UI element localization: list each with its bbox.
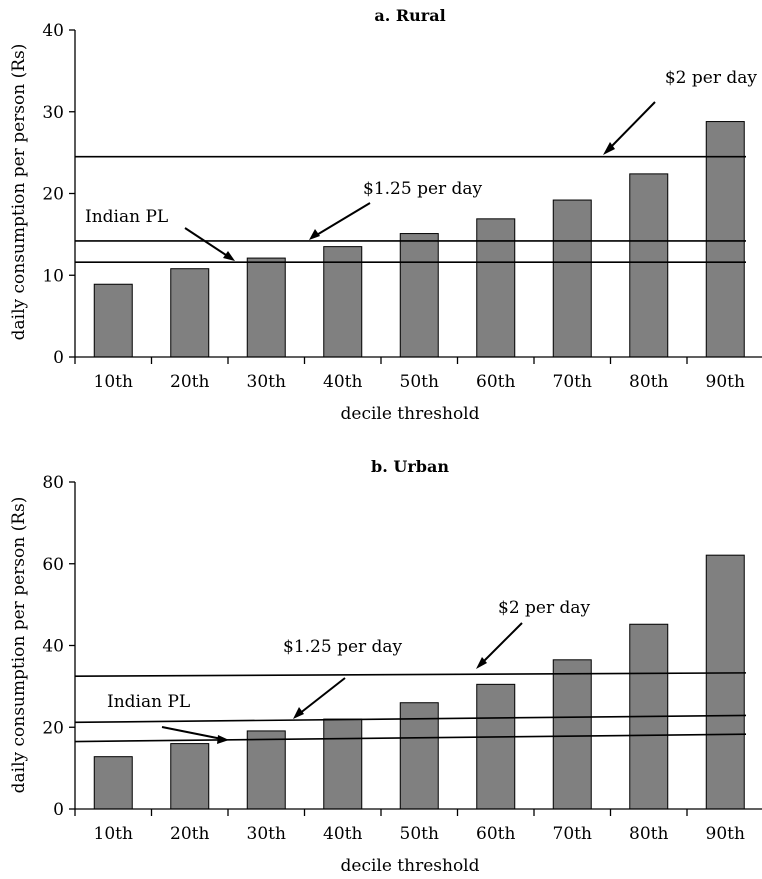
- y-ticks-rural: 0 10 20 30 40: [42, 21, 75, 368]
- x-tick-label-60th: 60th: [476, 372, 515, 392]
- x-axis-label-rural: decile threshold: [341, 404, 480, 424]
- x-tick-label-80th: 80th: [629, 372, 668, 392]
- x-tick-label-30th: 30th: [247, 372, 286, 392]
- x-tick-label-10th: 10th: [94, 372, 133, 392]
- y-tick-label: 30: [42, 103, 64, 123]
- x-tick-label-50th: 50th: [400, 824, 439, 844]
- arrow-1-25-per-day-rural: [314, 202, 371, 237]
- bar-urban-30th: [246, 730, 286, 810]
- arrow-indian-pl-urban: [161, 726, 223, 740]
- y-tick-label: 20: [42, 185, 64, 205]
- x-axis-label-urban: decile threshold: [341, 856, 480, 876]
- annotation-1-25-per-day-urban: $1.25 per day: [283, 637, 403, 657]
- x-tick-label-70th: 70th: [553, 372, 592, 392]
- annotation-indian-pl-urban: Indian PL: [107, 692, 190, 712]
- bar-rural-40th: [323, 246, 363, 358]
- x-tick-label-90th: 90th: [706, 824, 745, 844]
- annotation-2-per-day-urban: $2 per day: [498, 598, 591, 618]
- y-tick-label: 60: [42, 555, 64, 575]
- x-tick-label-20th: 20th: [170, 372, 209, 392]
- arrow-1-25-per-day-urban: [298, 677, 346, 715]
- y-ticks-urban: 0 20 40 60 80: [42, 473, 75, 820]
- reference-line-urban-2: [74, 733, 747, 743]
- panel-urban: b. Urban daily consumption per person (R…: [9, 457, 762, 876]
- arrow-indian-pl-rural: [184, 227, 230, 258]
- annotation-indian-pl-rural: Indian PL: [85, 207, 168, 227]
- x-tick-label-30th: 30th: [247, 824, 286, 844]
- arrowhead-indian-pl-urban: [217, 735, 229, 744]
- annotation-1-25-per-day-rural: $1.25 per day: [363, 179, 483, 199]
- bar-urban-70th: [552, 659, 592, 810]
- reference-line-urban-0: [74, 672, 747, 677]
- annotation-2-per-day-rural: $2 per day: [665, 68, 758, 88]
- arrow-2-per-day-rural: [607, 101, 656, 151]
- bar-rural-60th: [476, 218, 516, 358]
- y-tick-label: 80: [42, 473, 64, 493]
- bars-rural: [93, 121, 745, 358]
- bar-rural-20th: [170, 268, 210, 358]
- bar-urban-40th: [323, 718, 363, 810]
- x-tick-label-40th: 40th: [323, 372, 362, 392]
- x-tick-label-80th: 80th: [629, 824, 668, 844]
- arrowhead-2-per-day-urban: [476, 657, 487, 669]
- x-tick-label-50th: 50th: [400, 372, 439, 392]
- y-axis-label-urban: daily consumption per person (Rs): [9, 497, 29, 794]
- y-tick-label: 20: [42, 718, 64, 738]
- y-axis-label-rural: daily consumption per person (Rs): [9, 44, 29, 341]
- chart-title-rural: a. Rural: [374, 6, 445, 25]
- x-tick-label-70th: 70th: [553, 824, 592, 844]
- y-tick-label: 0: [53, 348, 64, 368]
- x-tick-label-60th: 60th: [476, 824, 515, 844]
- x-ticks-rural: 10th 20th 30th 40th 50th 60th 70th 80th 90th: [74, 357, 745, 392]
- bar-rural-10th: [93, 283, 133, 358]
- x-tick-label-40th: 40th: [323, 824, 362, 844]
- reference-lines-urban: [74, 672, 747, 743]
- reference-lines-rural: [75, 155, 746, 263]
- panel-rural: a. Rural daily consumption per person (R…: [9, 6, 762, 424]
- bar-rural-80th: [629, 173, 669, 358]
- x-tick-label-10th: 10th: [94, 824, 133, 844]
- bar-urban-60th: [476, 683, 516, 810]
- bar-urban-20th: [170, 743, 210, 810]
- x-ticks-urban: 10th 20th 30th 40th 50th 60th 70th 80th 90th: [74, 809, 745, 844]
- y-tick-label: 10: [42, 266, 64, 286]
- arrowhead-1-25-per-day-urban: [293, 707, 304, 719]
- chart-title-urban: b. Urban: [371, 457, 449, 476]
- bar-rural-50th: [399, 233, 439, 358]
- bar-urban-50th: [399, 702, 439, 810]
- arrowhead-1-25-per-day-rural: [309, 229, 320, 240]
- y-tick-label: 40: [42, 21, 64, 41]
- bar-rural-70th: [552, 199, 592, 358]
- bar-urban-10th: [93, 756, 133, 810]
- x-tick-label-90th: 90th: [706, 372, 745, 392]
- arrowhead-indian-pl-rural: [223, 251, 235, 261]
- arrowhead-2-per-day-rural: [603, 142, 615, 155]
- x-tick-label-20th: 20th: [170, 824, 209, 844]
- bar-urban-90th: [705, 554, 745, 810]
- y-tick-label: 40: [42, 637, 64, 657]
- reference-line-urban-1: [74, 714, 747, 724]
- bars-urban: [93, 554, 745, 810]
- arrow-2-per-day-urban: [480, 622, 523, 665]
- y-tick-label: 0: [53, 800, 64, 820]
- bar-rural-30th: [246, 257, 286, 358]
